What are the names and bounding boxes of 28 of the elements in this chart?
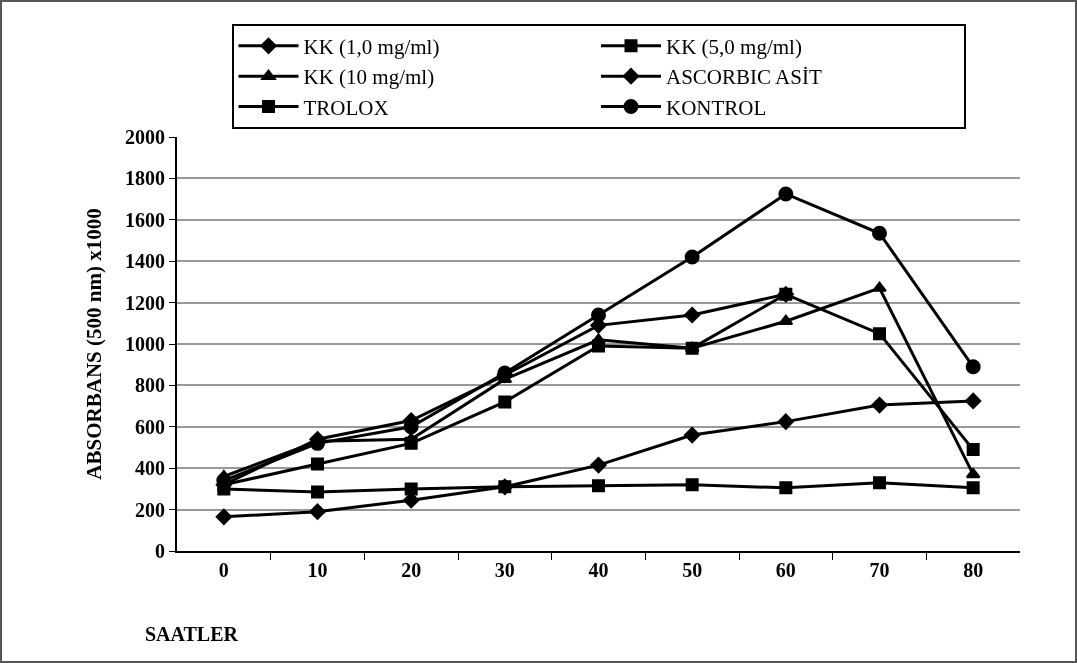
x-tick-label: 0	[218, 559, 229, 581]
legend-label: TROLOX	[303, 95, 389, 120]
x-tick-label: 70	[869, 559, 890, 581]
legend-label: ASCORBIC ASİT	[665, 65, 822, 90]
y-tick-label: 1400	[125, 250, 165, 273]
x-tick-label: 30	[494, 559, 515, 581]
x-axis-title: SAATLER	[145, 623, 239, 645]
y-tick-label: 1000	[125, 333, 165, 355]
x-tick-label: 50	[682, 559, 703, 581]
x-tick-label: 20	[401, 559, 422, 581]
legend-label: KONTROL	[665, 95, 767, 120]
x-tick-label: 80	[963, 559, 984, 581]
legend-label: KK (5,0 mg/ml)	[665, 35, 802, 60]
y-tick-label: 600	[135, 415, 165, 438]
legend-label: KK (10 mg/ml)	[303, 65, 435, 90]
x-tick-label: 10	[307, 559, 328, 581]
legend-label: KK (1,0 mg/ml)	[303, 35, 440, 60]
y-tick-label: 1600	[125, 208, 165, 231]
x-tick-label: 60	[775, 559, 796, 581]
y-tick-label: 400	[135, 457, 165, 480]
y-tick-label: 1200	[125, 291, 165, 314]
y-axis-title: ABSORBANS (500 nm) x1000	[81, 208, 106, 480]
y-tick-label: 1800	[125, 167, 165, 190]
y-tick-label: 800	[135, 374, 165, 397]
x-tick-label: 40	[588, 559, 609, 581]
y-tick-label: 200	[135, 498, 165, 521]
y-tick-label: 2000	[125, 126, 165, 148]
y-tick-label: 0	[155, 540, 165, 562]
